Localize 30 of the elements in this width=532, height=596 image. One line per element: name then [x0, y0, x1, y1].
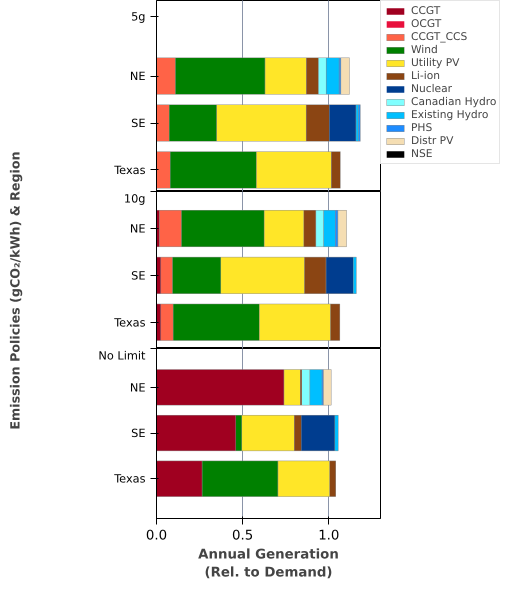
- legend-label: Li-ion: [411, 69, 440, 82]
- legend-label: Distr PV: [411, 134, 454, 147]
- x-axis-title: Annual Generation (Rel. to Demand): [198, 548, 339, 580]
- legend-label: Nuclear: [411, 82, 452, 95]
- y-tick-label: NE: [130, 380, 146, 394]
- legend-label: Canadian Hydro: [411, 95, 496, 108]
- chart-title: No Limit: [98, 348, 146, 362]
- legend-label: Utility PV: [411, 56, 460, 69]
- y-tick-label: Texas: [113, 162, 146, 177]
- y-tick-label: NE: [130, 69, 146, 84]
- legend-label: CCGT: [411, 4, 440, 17]
- y-tick-label: SE: [131, 116, 146, 130]
- x-tick-label: 0.5: [232, 528, 254, 544]
- x-tick-label: 0.0: [146, 528, 168, 544]
- legend-label: NSE: [411, 147, 432, 160]
- legend-label: Wind: [411, 43, 438, 56]
- x-tick-label: 1.0: [318, 528, 340, 544]
- legend-label: CCGT_CCS: [411, 30, 468, 43]
- y-tick-label: SE: [131, 426, 146, 440]
- legend-label: PHS: [411, 121, 432, 134]
- legend-label: OCGT: [411, 17, 442, 30]
- legend-label: Existing Hydro: [411, 108, 488, 121]
- y-tick-label: Texas: [113, 315, 146, 330]
- y-axis-title: Emission Policies (gCO₂/kWh) & Region: [8, 151, 22, 430]
- y-tick-label: Texas: [113, 472, 146, 486]
- y-tick-label: SE: [131, 268, 146, 282]
- y-tick-label: NE: [130, 222, 146, 236]
- chart-title: 10g: [124, 192, 146, 206]
- bar: [338, 210, 347, 248]
- chart-title: 5g: [131, 10, 146, 24]
